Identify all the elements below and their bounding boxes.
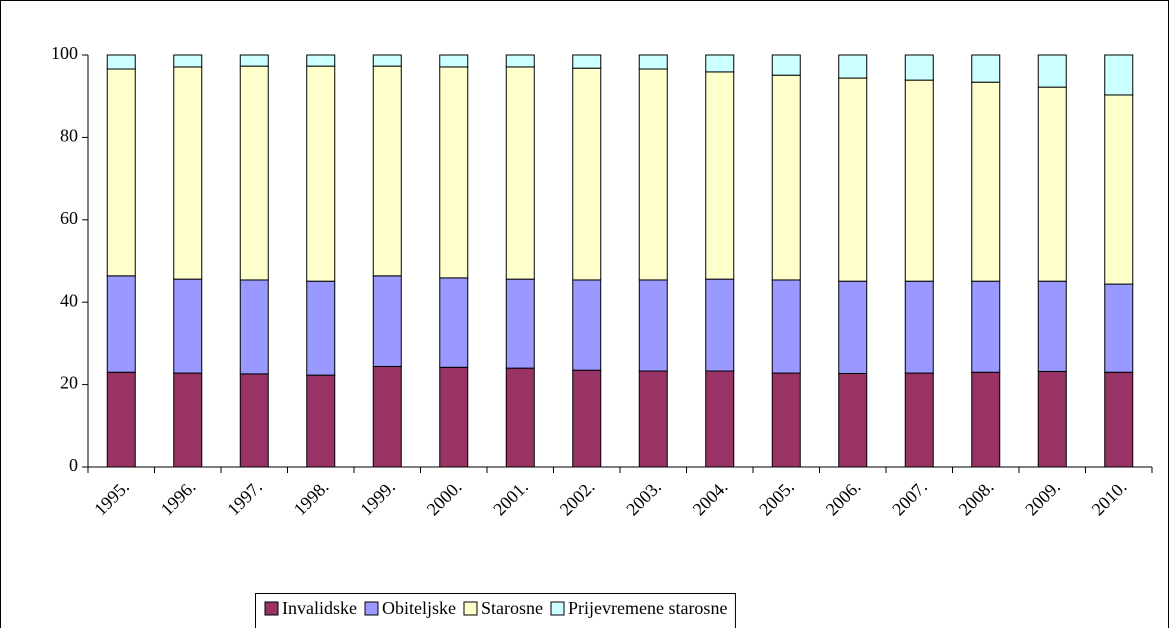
bar-segment	[306, 65, 336, 282]
bar-segment	[572, 279, 602, 371]
bar-segment	[1104, 54, 1134, 96]
bar-segment	[971, 280, 1001, 373]
bar-segment	[705, 54, 735, 73]
bar-segment	[971, 371, 1001, 468]
bar-segment	[439, 277, 469, 368]
bar-segment	[572, 67, 602, 281]
bar-segment	[771, 54, 801, 76]
y-tick-label: 0	[69, 455, 78, 475]
legend-label: Obiteljske	[382, 598, 456, 618]
bar-segment	[771, 279, 801, 374]
bar-segment	[306, 280, 336, 376]
legend-label: Starosne	[481, 598, 543, 618]
bar-segment	[638, 279, 668, 372]
bar-segment	[239, 54, 269, 67]
bar-segment	[638, 54, 668, 70]
bar-segment	[439, 54, 469, 68]
bar-segment	[372, 54, 402, 67]
y-tick-label: 40	[60, 290, 78, 310]
bar-segment	[705, 71, 735, 280]
bar-segment	[439, 366, 469, 468]
legend-swatch	[463, 601, 478, 616]
bar-segment	[106, 54, 136, 70]
bar-segment	[1104, 283, 1134, 373]
bar-segment	[638, 68, 668, 281]
bar-segment	[239, 279, 269, 375]
bar-segment	[838, 372, 868, 468]
bar-segment	[771, 372, 801, 468]
legend-label: Invalidske	[282, 598, 357, 618]
bar-segment	[705, 278, 735, 372]
bar-segment	[771, 74, 801, 281]
bar-segment	[173, 372, 203, 468]
bar-segment	[239, 373, 269, 468]
bar-segment	[971, 54, 1001, 83]
bar-segment	[372, 65, 402, 277]
bar-segment	[904, 79, 934, 282]
bar-segment	[372, 275, 402, 367]
bar-segment	[971, 81, 1001, 282]
bar-segment	[505, 367, 535, 468]
bar-segment	[306, 54, 336, 67]
bar-segment	[505, 66, 535, 280]
bar-segment	[1037, 280, 1067, 372]
bar-segment	[838, 54, 868, 79]
legend-swatch	[264, 601, 279, 616]
y-tick-label: 20	[60, 373, 78, 393]
bar-segment	[173, 54, 203, 68]
legend-label: Prijevremene starosne	[568, 598, 727, 618]
bar-segment	[1104, 94, 1134, 285]
legend: Invalidske Obiteljske Starosne Prijevremene…	[255, 593, 736, 628]
bar-segment	[173, 278, 203, 374]
bar-segment	[1037, 370, 1067, 468]
legend-swatch	[550, 601, 565, 616]
bar-segment	[572, 54, 602, 69]
bar-segment	[106, 371, 136, 468]
bar-segment	[505, 54, 535, 68]
bar-segment	[838, 77, 868, 282]
bar-segment	[173, 66, 203, 280]
bar-segment	[638, 370, 668, 468]
bar-segment	[1037, 86, 1067, 282]
bar-segment	[372, 365, 402, 468]
bar-segment	[904, 54, 934, 81]
bar-segment	[904, 280, 934, 374]
bar-segment	[705, 370, 735, 468]
legend-box	[255, 593, 736, 628]
bar-segment	[239, 65, 269, 281]
bar-segment	[838, 280, 868, 374]
bar-segment	[106, 275, 136, 373]
bar-segment	[904, 372, 934, 468]
bar-segment	[106, 68, 136, 277]
bar-segment	[1037, 54, 1067, 88]
bar-segment	[306, 374, 336, 468]
legend-swatch	[364, 601, 379, 616]
bar-segment	[439, 66, 469, 279]
bar-segment	[1104, 371, 1134, 468]
bar-segment	[505, 278, 535, 369]
y-tick-label: 100	[51, 43, 78, 63]
bar-segment	[572, 369, 602, 468]
y-tick-label: 80	[60, 126, 78, 146]
y-tick-label: 60	[60, 208, 78, 228]
